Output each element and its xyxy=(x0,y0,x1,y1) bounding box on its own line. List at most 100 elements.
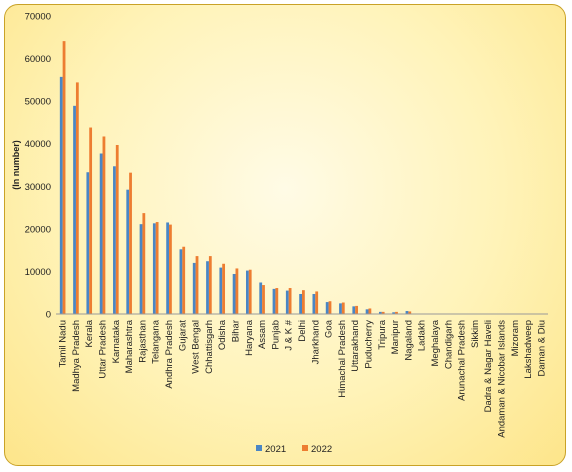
bar-2022 xyxy=(235,268,239,314)
bar-2021 xyxy=(126,189,130,314)
bar-2022 xyxy=(395,311,398,314)
x-tick-label: Bihar xyxy=(231,320,242,342)
bar-2022 xyxy=(62,41,66,315)
bar-2021 xyxy=(312,293,316,314)
x-tick-label: Tamil Nadu xyxy=(58,320,69,368)
bar-2022 xyxy=(102,136,106,314)
y-tick-label: 30000 xyxy=(25,182,51,193)
x-tick-label: Telangana xyxy=(151,319,162,364)
x-tick-label: Madhya Pradesh xyxy=(71,320,82,392)
y-tick-label: 20000 xyxy=(25,224,51,235)
bar-2021 xyxy=(392,312,396,314)
y-tick-label: 0 xyxy=(46,310,51,321)
x-tick-label: Arunachal Pradesh xyxy=(457,320,468,401)
bar-2022 xyxy=(302,290,305,314)
y-tick-label: 70000 xyxy=(25,12,51,23)
bar-2022 xyxy=(195,256,199,314)
bar-2021 xyxy=(232,273,236,314)
bar-2021 xyxy=(352,306,356,314)
bar-2021 xyxy=(246,270,249,314)
bar-2021 xyxy=(206,261,209,314)
legend-swatch xyxy=(256,445,262,451)
bar-2022 xyxy=(248,269,252,314)
x-tick-label: Himachal Pradesh xyxy=(337,320,348,398)
x-tick-label: Jharkhand xyxy=(310,320,321,364)
x-tick-label: Andaman & Nicobar Islands xyxy=(496,320,507,438)
chart-frame xyxy=(4,4,566,466)
bar-2022 xyxy=(142,213,146,314)
bar-2021 xyxy=(405,311,409,314)
bar-2022 xyxy=(222,263,226,314)
bar-2021 xyxy=(73,105,76,314)
bar-2021 xyxy=(285,290,289,314)
x-tick-label: Haryana xyxy=(244,319,255,356)
x-tick-label: Chhattisgarh xyxy=(204,320,215,374)
bar-2022 xyxy=(182,246,186,314)
bar-2021 xyxy=(259,282,263,314)
y-tick-label: 50000 xyxy=(25,97,51,108)
bar-2021 xyxy=(378,311,382,314)
bar-2022 xyxy=(341,302,345,314)
bar-2021 xyxy=(152,223,156,314)
bar-2021 xyxy=(139,224,143,314)
bar-2021 xyxy=(179,249,183,314)
bar-2021 xyxy=(86,172,90,314)
x-tick-label: Manipur xyxy=(390,320,401,354)
x-tick-label: Sikkim xyxy=(470,320,481,348)
x-tick-label: Goa xyxy=(324,319,335,338)
bar-2022 xyxy=(89,127,93,314)
bar-2022 xyxy=(115,144,119,314)
bar-2021 xyxy=(166,222,170,314)
x-tick-label: West Bengal xyxy=(191,320,202,374)
x-tick-label: Chandigarh xyxy=(443,320,454,369)
x-tick-label: Mizoram xyxy=(510,320,521,357)
bar-2022 xyxy=(155,222,159,314)
bar-2021 xyxy=(219,267,223,314)
x-tick-label: Daman & Diu xyxy=(536,320,547,377)
x-tick-label: J & K # xyxy=(284,319,295,350)
x-tick-label: Assam xyxy=(257,320,268,349)
bar-2021 xyxy=(272,288,276,314)
legend-label: 2022 xyxy=(311,444,332,455)
bar-2022 xyxy=(288,288,292,314)
x-tick-label: Uttar Pradesh xyxy=(98,320,109,379)
x-tick-label: Dadra & Nagar Haveli xyxy=(483,320,494,412)
bar-2022 xyxy=(368,308,372,314)
x-tick-label: Meghalaya xyxy=(430,319,441,366)
x-tick-label: Puducherry xyxy=(363,320,374,369)
bar-2022 xyxy=(355,305,358,314)
x-tick-label: Gujarat xyxy=(177,320,188,352)
bar-2022 xyxy=(315,291,319,314)
x-tick-label: Ladakh xyxy=(417,320,428,351)
legend-label: 2021 xyxy=(265,444,286,455)
y-tick-label: 60000 xyxy=(25,54,51,65)
bar-2022 xyxy=(262,285,265,314)
x-tick-label: Delhi xyxy=(297,320,308,342)
bar-2021 xyxy=(192,262,196,314)
x-tick-label: Uttarakhand xyxy=(350,320,361,372)
x-tick-label: Maharashtra xyxy=(124,319,135,373)
bar-2022 xyxy=(169,224,172,314)
bar-2021 xyxy=(365,309,369,314)
legend-swatch xyxy=(302,445,308,451)
bar-2022 xyxy=(75,82,79,314)
x-tick-label: Odisha xyxy=(217,319,228,350)
x-tick-label: Tripura xyxy=(377,319,388,349)
bar-2021 xyxy=(99,153,103,314)
x-tick-label: Punjab xyxy=(270,320,281,350)
bar-2021 xyxy=(299,293,302,314)
y-axis-label: (In number) xyxy=(11,140,21,190)
bar-2022 xyxy=(381,311,385,314)
bar-2022 xyxy=(208,256,212,314)
bar-2022 xyxy=(408,311,412,314)
x-tick-label: Lakshadweep xyxy=(523,320,534,379)
bar-2022 xyxy=(328,301,332,314)
x-tick-label: Karnataka xyxy=(111,319,122,363)
bar-2022 xyxy=(275,288,279,314)
y-tick-label: 40000 xyxy=(25,139,51,150)
bar-2022 xyxy=(129,172,132,314)
x-tick-label: Rajasthan xyxy=(137,320,148,363)
y-tick-label: 10000 xyxy=(25,267,51,278)
x-tick-label: Andhra Pradesh xyxy=(164,320,175,389)
